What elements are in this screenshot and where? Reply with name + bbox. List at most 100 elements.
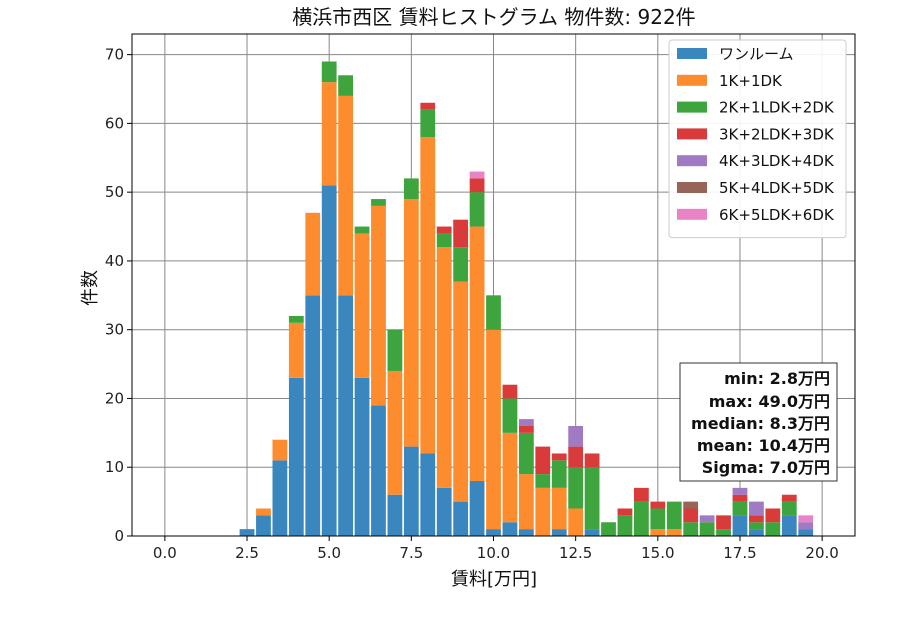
- bar-segment: [551, 453, 567, 461]
- bar-segment: [650, 529, 666, 536]
- y-tick-label: 60: [105, 114, 124, 132]
- y-axis-label: 件数: [80, 270, 101, 306]
- x-tick-label: 12.5: [559, 544, 592, 562]
- bar-segment: [765, 522, 781, 536]
- bar-segment: [650, 508, 666, 530]
- bar-segment: [272, 439, 288, 461]
- bar-segment: [518, 425, 534, 433]
- x-tick-label: 5.0: [317, 544, 341, 562]
- x-tick-label: 7.5: [399, 544, 423, 562]
- legend-swatch: [677, 208, 707, 220]
- stats-box: min: 2.8万円 max: 49.0万円 median: 8.3万円 mea…: [679, 362, 838, 482]
- bar-segment: [420, 137, 436, 454]
- y-tick-label: 30: [105, 321, 124, 339]
- bar-segment: [781, 501, 797, 516]
- bar-segment: [256, 515, 271, 536]
- bar-segment: [617, 515, 633, 536]
- bar-segment: [305, 212, 321, 296]
- bar-segment: [321, 82, 337, 186]
- bar-segment: [256, 508, 271, 516]
- bar-segment: [732, 501, 748, 516]
- legend-frame: [668, 39, 847, 239]
- y-tick-label: 10: [105, 458, 124, 476]
- bar-segment: [749, 522, 764, 530]
- y-tick-label: 0: [114, 527, 124, 545]
- bar-segment: [305, 295, 321, 536]
- bar-segment: [321, 185, 337, 537]
- bar-segment: [288, 315, 304, 323]
- bar-segment: [502, 384, 518, 399]
- legend-label: 1K+1DK: [719, 72, 783, 90]
- bar-segment: [683, 501, 699, 509]
- legend-label: 6K+5LDK+6DK: [719, 206, 835, 224]
- bar-segment: [518, 432, 534, 475]
- bar-segment: [716, 515, 731, 530]
- legend: ワンルーム 1K+1DK 2K+1LDK+2DK 3K+2LDK+3DK 4K+3LDK…: [668, 39, 847, 239]
- x-tick-label: 2.5: [235, 544, 259, 562]
- legend-swatch: [677, 182, 707, 193]
- bar-segment: [321, 61, 337, 83]
- stats-min: min: 2.8万円: [724, 369, 830, 388]
- bar-segment: [518, 529, 534, 536]
- bar-segment: [403, 446, 419, 536]
- bar-segment: [650, 501, 666, 509]
- legend-label: 3K+2LDK+3DK: [719, 125, 835, 143]
- bar-segment: [420, 453, 436, 536]
- bar-segment: [436, 487, 452, 536]
- legend-swatch: [677, 101, 707, 113]
- bar-segment: [518, 419, 534, 426]
- bar-segment: [683, 522, 699, 536]
- bar-segment: [288, 322, 304, 378]
- y-tick-label: 50: [105, 183, 124, 201]
- x-tick-label: 20.0: [805, 544, 838, 562]
- bar-segment: [666, 501, 682, 530]
- y-tick-label: 40: [105, 252, 124, 270]
- bar-segment: [387, 494, 403, 536]
- legend-label: 4K+3LDK+4DK: [719, 152, 835, 170]
- bar-segment: [486, 295, 501, 330]
- bar-segment: [535, 446, 551, 475]
- legend-swatch: [677, 48, 707, 59]
- bar-segment: [568, 425, 584, 447]
- bar-segment: [453, 501, 469, 536]
- bar-segment: [387, 370, 403, 495]
- bar-segment: [535, 474, 551, 488]
- bar-segment: [436, 226, 452, 234]
- bar-segment: [518, 474, 534, 530]
- bar-segment: [453, 219, 469, 248]
- bar-segment: [798, 522, 814, 530]
- bar-segment: [502, 522, 518, 536]
- stats-sigma: Sigma: 7.0万円: [702, 458, 830, 477]
- bar-segment: [683, 508, 699, 523]
- bar-segment: [535, 487, 551, 536]
- bar-segment: [469, 171, 485, 179]
- stats-box-frame: [679, 362, 838, 482]
- bar-segment: [732, 494, 748, 502]
- bar-segment: [781, 515, 797, 536]
- bar-segment: [732, 487, 748, 495]
- bar-segment: [551, 487, 567, 530]
- bar-segment: [420, 102, 436, 110]
- bar-segment: [568, 467, 584, 509]
- bar-segment: [551, 460, 567, 488]
- bar-segment: [551, 529, 567, 536]
- bar-segment: [502, 432, 518, 523]
- bar-segment: [338, 95, 354, 296]
- y-tick-label: 20: [105, 389, 124, 407]
- bar-segment: [436, 233, 452, 248]
- bar-segment: [371, 199, 386, 206]
- legend-label: ワンルーム: [719, 45, 794, 63]
- bar-segment: [354, 226, 370, 234]
- bar-segment: [502, 398, 518, 433]
- bar-segment: [469, 178, 485, 193]
- bar-segment: [486, 529, 501, 536]
- bar-segment: [584, 467, 600, 530]
- stats-mean: mean: 10.4万円: [697, 436, 830, 455]
- bar-segment: [732, 515, 748, 536]
- bar-segment: [453, 247, 469, 282]
- bar-segment: [749, 529, 764, 536]
- bar-segment: [749, 515, 764, 523]
- bar-segment: [568, 508, 584, 536]
